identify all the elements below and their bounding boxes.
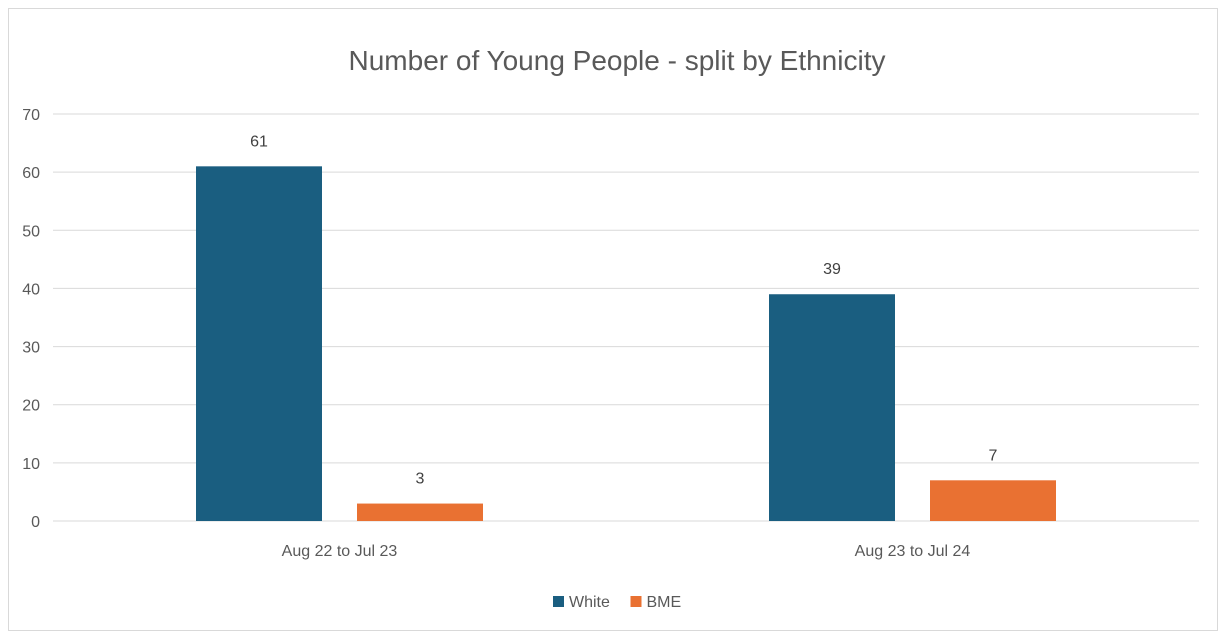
data-label: 7 xyxy=(989,447,998,464)
chart-svg: Number of Young People - split by Ethnic… xyxy=(22,45,1199,611)
data-labels: 61 3 39 7 xyxy=(250,133,997,487)
legend: White BME xyxy=(553,594,681,611)
y-tick-label: 60 xyxy=(22,165,40,182)
y-tick-label: 10 xyxy=(22,456,40,473)
data-label: 61 xyxy=(250,133,268,150)
x-axis-categories: Aug 22 to Jul 23 Aug 23 to Jul 24 xyxy=(282,543,971,560)
y-axis-ticks: 0 10 20 30 40 50 60 70 xyxy=(22,107,40,531)
bars xyxy=(196,166,1056,522)
x-category-label: Aug 22 to Jul 23 xyxy=(282,543,398,560)
y-tick-label: 0 xyxy=(31,514,40,531)
legend-swatch-bme xyxy=(630,596,642,607)
bar-white-0 xyxy=(196,166,322,522)
legend-swatch-white xyxy=(553,596,564,607)
y-tick-label: 30 xyxy=(22,340,40,357)
y-tick-label: 20 xyxy=(22,398,40,415)
legend-label: White xyxy=(569,594,610,611)
chart-area: Number of Young People - split by Ethnic… xyxy=(8,8,1218,631)
x-category-label: Aug 23 to Jul 24 xyxy=(855,543,971,560)
legend-label: BME xyxy=(647,594,682,611)
y-tick-label: 70 xyxy=(22,107,40,124)
chart-title: Number of Young People - split by Ethnic… xyxy=(349,45,886,76)
data-label: 39 xyxy=(823,261,841,278)
bar-bme-1 xyxy=(930,480,1056,521)
data-label: 3 xyxy=(416,471,425,488)
bar-white-1 xyxy=(769,294,895,521)
y-tick-label: 40 xyxy=(22,281,40,298)
y-tick-label: 50 xyxy=(22,223,40,240)
bar-bme-0 xyxy=(357,503,483,521)
